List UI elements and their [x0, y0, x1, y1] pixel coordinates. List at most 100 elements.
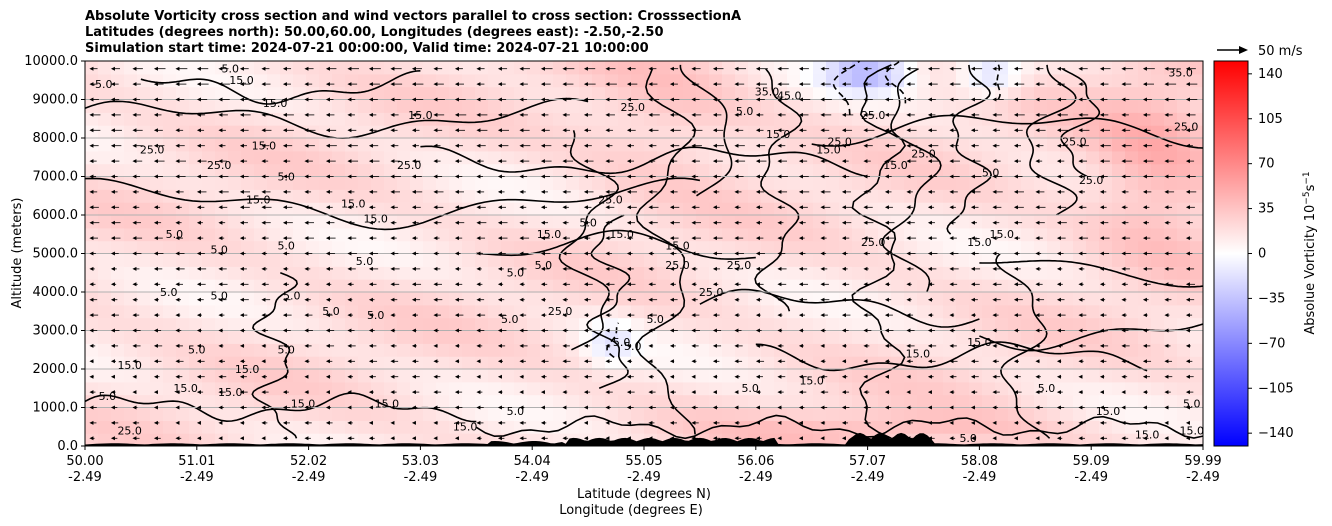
wind-vector-head [476, 251, 481, 256]
wind-vector-head [884, 313, 889, 318]
field-cell [124, 125, 138, 139]
field-cell [865, 330, 879, 344]
field-cell [1060, 394, 1074, 409]
field-cell [1047, 150, 1061, 165]
wind-vector-head [540, 189, 545, 194]
wind-vector-head [712, 359, 717, 364]
field-cell [1151, 163, 1165, 178]
wind-vector-head [992, 66, 997, 71]
field-cell [852, 279, 866, 293]
field-cell [1190, 112, 1203, 126]
field-cell [1034, 189, 1048, 203]
field-cell [514, 202, 528, 216]
field-cell [618, 86, 632, 101]
wind-vector-head [368, 420, 373, 425]
field-cell [995, 86, 1009, 101]
wind-vector-head [583, 174, 588, 179]
field-cell [371, 138, 385, 152]
field-cell [579, 356, 593, 370]
field-cell [1021, 394, 1035, 409]
wind-vector-head [175, 236, 180, 241]
field-cell [306, 407, 320, 421]
field-cell [1086, 253, 1100, 267]
field-cell [1086, 394, 1100, 409]
wind-vector-head [304, 143, 309, 148]
field-cell [189, 86, 203, 101]
field-cell [761, 99, 775, 113]
field-cell [371, 343, 385, 357]
field-cell [618, 420, 632, 434]
field-cell [293, 176, 307, 190]
field-cell [930, 61, 944, 75]
field-cell [397, 138, 411, 152]
wind-vector-head [175, 359, 180, 364]
wind-vector-head [325, 251, 330, 256]
field-cell [1177, 86, 1191, 101]
field-cell [1138, 227, 1152, 242]
field-cell [293, 381, 307, 396]
field-cell [1164, 202, 1178, 216]
field-cell [696, 266, 710, 280]
field-cell [1086, 227, 1100, 242]
field-cell [163, 253, 177, 267]
field-cell [553, 356, 567, 370]
field-cell [865, 61, 879, 75]
field-cell [904, 407, 918, 421]
field-cell [930, 292, 944, 306]
field-cell [1021, 253, 1035, 267]
wind-vector-head [1035, 174, 1040, 179]
field-cell [566, 253, 580, 267]
wind-vector-head [196, 159, 201, 164]
wind-vector-head [1013, 374, 1018, 379]
wind-vector-head [497, 220, 502, 225]
field-cell [995, 163, 1009, 178]
field-cell [800, 369, 814, 383]
wind-vector-head [884, 236, 889, 241]
field-cell [670, 86, 684, 101]
field-cell [319, 86, 333, 101]
wind-vector-head [884, 143, 889, 148]
contour-line [699, 288, 980, 328]
field-cell [878, 189, 892, 203]
wind-vector-head [89, 420, 94, 425]
field-cell [1034, 240, 1048, 255]
field-cell [319, 279, 333, 293]
field-cell [527, 73, 541, 88]
wind-vector-head [863, 97, 868, 102]
field-cell [1177, 176, 1191, 190]
field-cell [761, 317, 775, 332]
wind-vector-head [132, 82, 137, 87]
wind-vector-head [949, 359, 954, 364]
field-cell [371, 304, 385, 319]
field-cell [1138, 240, 1152, 255]
wind-vector-head [540, 266, 545, 271]
field-cell [163, 304, 177, 319]
field-cell [1112, 73, 1126, 88]
field-cell [774, 407, 788, 421]
field-cell [384, 304, 398, 319]
wind-vector-head [282, 143, 287, 148]
wind-vector-head [734, 436, 739, 441]
field-cell [969, 330, 983, 344]
field-cell [748, 125, 762, 139]
field-cell [1177, 292, 1191, 306]
field-cell [150, 381, 164, 396]
wind-vector-head [1035, 205, 1040, 210]
wind-vector-head [734, 282, 739, 287]
wind-vector-head [755, 251, 760, 256]
field-cell [176, 330, 190, 344]
field-cell [293, 369, 307, 383]
wind-vector-head [325, 112, 330, 117]
field-cell [371, 356, 385, 370]
field-cell [1021, 227, 1035, 242]
field-cell [800, 176, 814, 190]
field-cell [852, 125, 866, 139]
field-cell [904, 163, 918, 178]
field-cell [176, 138, 190, 152]
field-cell [371, 215, 385, 229]
field-cell [423, 163, 437, 178]
field-cell [462, 420, 476, 434]
wind-vector-head [540, 82, 545, 87]
field-cell [553, 86, 567, 101]
field-cell [670, 381, 684, 396]
